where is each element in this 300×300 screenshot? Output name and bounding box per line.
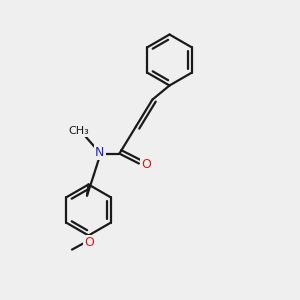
Text: O: O [142, 158, 151, 172]
Text: CH₃: CH₃ [68, 126, 89, 136]
Text: O: O [85, 236, 94, 250]
Text: N: N [95, 146, 104, 159]
